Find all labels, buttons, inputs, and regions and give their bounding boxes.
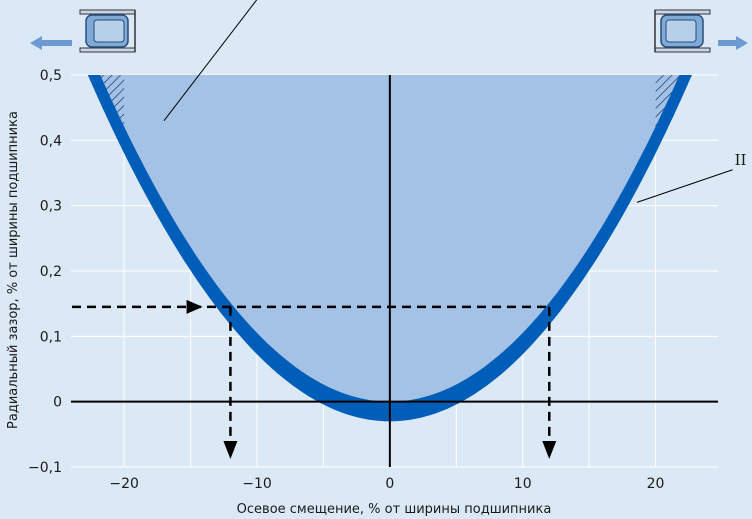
- arrow-left-icon: [30, 36, 72, 50]
- annotations: III: [163, 0, 747, 203]
- hatch-left: [82, 75, 125, 154]
- y-tick-label: 0,2: [40, 264, 62, 280]
- x-tick-label: 10: [514, 476, 532, 492]
- hatch-right: [655, 75, 698, 154]
- example-arrow-right: [186, 299, 203, 314]
- y-tick-label: 0,5: [40, 68, 62, 84]
- bearing-right-icon: [654, 9, 711, 53]
- x-tick-labels: −20 −10 0 10 20: [109, 476, 664, 492]
- x-tick-label: 20: [647, 476, 665, 492]
- example-construction: [72, 299, 557, 459]
- arrow-right-icon: [718, 36, 748, 50]
- annotation-label-ii: II: [735, 151, 747, 169]
- y-tick-labels: −0,1 0 0,1 0,2 0,3 0,4 0,5: [28, 68, 62, 476]
- x-tick-label: 0: [385, 476, 394, 492]
- y-tick-label: 0,1: [40, 329, 62, 345]
- example-arrow-down-0: [223, 441, 238, 459]
- annotation-leader-ii: [636, 169, 733, 203]
- x-tick-label: −20: [109, 476, 139, 492]
- x-tick-label: −10: [242, 476, 272, 492]
- example-arrow-down-1: [542, 441, 557, 459]
- y-tick-label: 0,4: [40, 133, 62, 149]
- y-tick-label: 0,3: [40, 199, 62, 215]
- y-axis-label: Радиальный зазор, % от ширины подшипника: [6, 111, 21, 429]
- y-tick-label: 0: [53, 395, 62, 411]
- annotation-leader-i: [163, 0, 258, 122]
- y-tick-label: −0,1: [28, 460, 62, 476]
- x-axis-label: Осевое смещение, % от ширины подшипника: [237, 502, 552, 517]
- bearing-left-icon: [79, 9, 136, 53]
